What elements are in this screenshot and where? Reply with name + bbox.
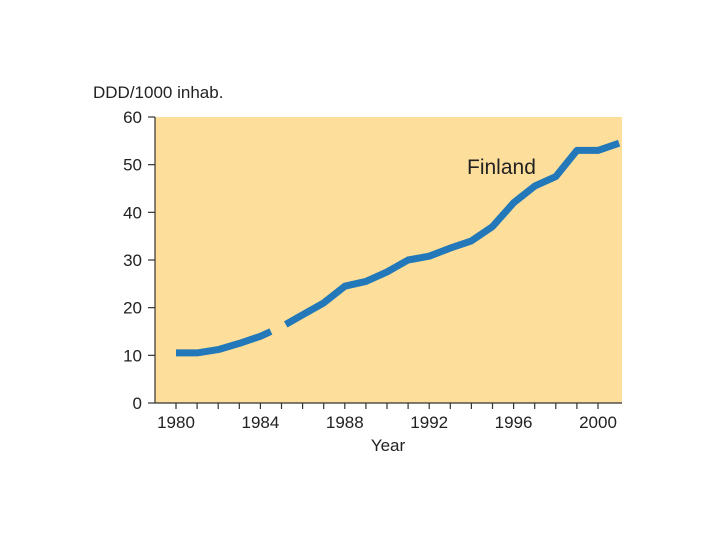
y-tick-label: 10 <box>123 346 142 365</box>
x-axis: 1980 1984 1988 1992 1996 2000 <box>155 402 622 432</box>
plot-background <box>155 117 622 403</box>
x-tick-label: 1984 <box>241 413 279 432</box>
y-tick-label: 50 <box>123 156 142 175</box>
x-tick-label: 2000 <box>579 413 617 432</box>
y-tick-label: 30 <box>123 251 142 270</box>
x-tick-label: 1996 <box>495 413 533 432</box>
x-axis-title: Year <box>371 436 406 455</box>
y-axis: 0 10 20 30 40 50 60 <box>123 108 156 413</box>
series-finland <box>176 139 621 357</box>
x-tick-label: 1988 <box>326 413 364 432</box>
y-tick-label: 40 <box>123 203 142 222</box>
x-tick-label: 1992 <box>410 413 448 432</box>
series-line-segment <box>176 328 273 357</box>
y-tick-label: 60 <box>123 108 142 127</box>
series-line-segment <box>283 139 621 328</box>
y-tick-label: 20 <box>123 299 142 318</box>
y-tick-label: 0 <box>133 394 142 413</box>
x-tick-label: 1980 <box>157 413 195 432</box>
series-label-finland: Finland <box>467 156 536 179</box>
y-axis-title: DDD/1000 inhab. <box>93 83 223 102</box>
